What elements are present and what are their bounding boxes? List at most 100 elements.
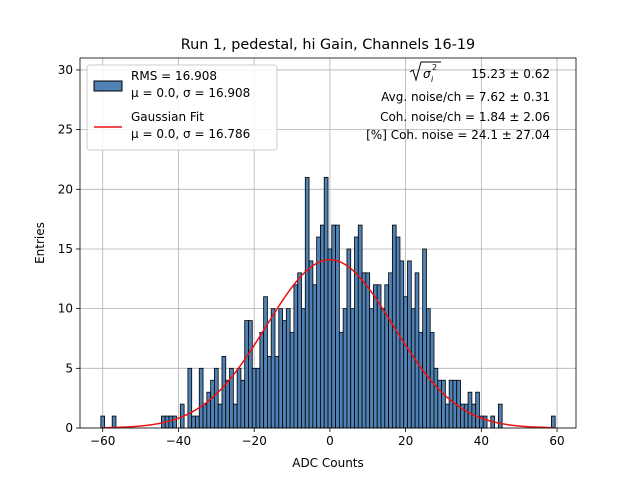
histogram-bar <box>225 379 230 429</box>
histogram-bar <box>399 260 405 429</box>
histogram-bar <box>422 248 427 429</box>
histogram-bar <box>365 272 371 429</box>
y-tick-label: 15 <box>58 242 73 256</box>
x-tick-label: 20 <box>398 434 413 448</box>
histogram-bar <box>384 284 389 429</box>
legend-box <box>86 64 278 151</box>
histogram-bar <box>380 308 386 429</box>
histogram-bar <box>338 332 344 429</box>
histogram-bar <box>210 379 215 429</box>
sigma-superscript: 2 <box>432 63 437 72</box>
histogram-bar <box>475 391 480 429</box>
histogram-bar <box>437 379 442 429</box>
histogram-bar <box>369 308 374 429</box>
histogram-bar <box>206 391 212 429</box>
histogram-bar <box>263 296 268 429</box>
histogram-bar <box>202 403 208 429</box>
histogram-bar <box>289 332 295 429</box>
histogram-bar <box>350 308 355 429</box>
histogram-bar <box>244 320 249 429</box>
histogram-bar <box>282 320 287 429</box>
plot-frame <box>79 57 577 429</box>
annotation-0: 15.23 ± 0.62 <box>471 67 550 81</box>
x-axis-label: ADC Counts <box>292 456 364 470</box>
legend-sub-histogram: μ = 0.0, σ = 16.908 <box>131 86 250 100</box>
histogram-bar <box>232 403 238 429</box>
histogram-bar <box>361 272 367 429</box>
histogram-bar <box>195 415 200 429</box>
y-tick-label: 20 <box>58 182 73 196</box>
histogram-bar <box>308 260 314 429</box>
histogram-bar <box>414 272 420 429</box>
histogram-bar <box>335 224 340 429</box>
histogram-bar <box>251 367 257 429</box>
sqrt-symbol <box>409 61 441 82</box>
histogram-bar <box>441 379 446 429</box>
histogram-bar <box>550 415 556 429</box>
histogram-bar <box>297 272 302 429</box>
grid <box>80 58 576 429</box>
annotation-2: Coh. noise/ch = 1.84 ± 2.06 <box>380 110 550 124</box>
histogram-bar <box>270 308 276 429</box>
histogram-bar <box>407 260 412 429</box>
histogram-bar <box>172 415 177 429</box>
histogram-bar <box>354 236 359 429</box>
x-tick-label: 40 <box>474 434 489 448</box>
histogram-bar <box>327 248 333 429</box>
histogram-bar <box>426 308 431 429</box>
histogram-bar <box>304 176 310 429</box>
histogram-bars <box>100 176 556 429</box>
histogram-bar <box>467 391 473 429</box>
histogram-bar <box>259 332 265 429</box>
annotation-sqrt-sigma: σ i 2 15.23 ± 0.62 <box>409 61 550 84</box>
gaussian-fit-line <box>102 258 554 429</box>
histogram-bar <box>497 403 503 429</box>
chart-title: Run 1, pedestal, hi Gain, Channels 16-19 <box>181 37 475 53</box>
y-tick-label: 25 <box>58 123 73 137</box>
histogram-bar <box>293 284 299 429</box>
legend-swatch-histogram <box>93 80 123 92</box>
histogram-bar <box>187 367 193 429</box>
histogram-bar <box>373 284 378 429</box>
x-axis-ticks: −60 −40 −20 0 20 40 60 <box>90 428 565 448</box>
y-tick-label: 10 <box>58 302 73 316</box>
annotation-1: Avg. noise/ch = 7.62 ± 0.31 <box>381 90 550 104</box>
x-tick-label: 60 <box>549 434 564 448</box>
histogram-bar <box>198 367 204 429</box>
histogram-bar <box>320 224 325 429</box>
histogram-bar <box>240 379 246 429</box>
histogram-bar <box>100 415 106 429</box>
histogram-bar <box>248 320 253 429</box>
histogram-bar <box>433 367 439 429</box>
histogram-bar <box>456 379 461 429</box>
x-tick-label: 0 <box>326 434 334 448</box>
histogram-bar <box>448 379 454 429</box>
legend-label-histogram: RMS = 16.908 <box>131 69 217 83</box>
histogram-bar <box>342 308 348 429</box>
histogram-bar <box>410 308 416 429</box>
histogram-bar <box>388 272 393 429</box>
y-tick-label: 30 <box>58 63 73 77</box>
histogram-bar <box>403 296 408 429</box>
histogram-bar <box>357 224 363 429</box>
histogram-bar <box>301 308 306 429</box>
legend-label-fit: Gaussian Fit <box>131 110 204 124</box>
histogram-bar <box>221 355 227 429</box>
y-tick-label: 5 <box>65 361 73 375</box>
histogram-bar <box>346 248 352 429</box>
legend-sub-fit: μ = 0.0, σ = 16.786 <box>131 127 250 141</box>
histogram-bar <box>267 355 272 429</box>
y-axis-ticks: 0 5 10 15 20 25 30 <box>58 63 80 435</box>
histogram-bar <box>316 236 321 429</box>
histogram-bar <box>323 176 329 429</box>
histogram-bar <box>217 403 223 429</box>
y-axis-label: Entries <box>33 222 47 264</box>
histogram-bar <box>331 224 336 429</box>
histogram-bar <box>111 415 117 429</box>
stats-annotations: σ i 2 15.23 ± 0.62 Avg. noise/ch = 7.62 … <box>366 61 550 142</box>
x-tick-label: −20 <box>242 434 267 448</box>
x-tick-label: −60 <box>90 434 115 448</box>
annotation-3: [%] Coh. noise = 24.1 ± 27.04 <box>366 128 550 142</box>
histogram-bar <box>236 367 242 429</box>
